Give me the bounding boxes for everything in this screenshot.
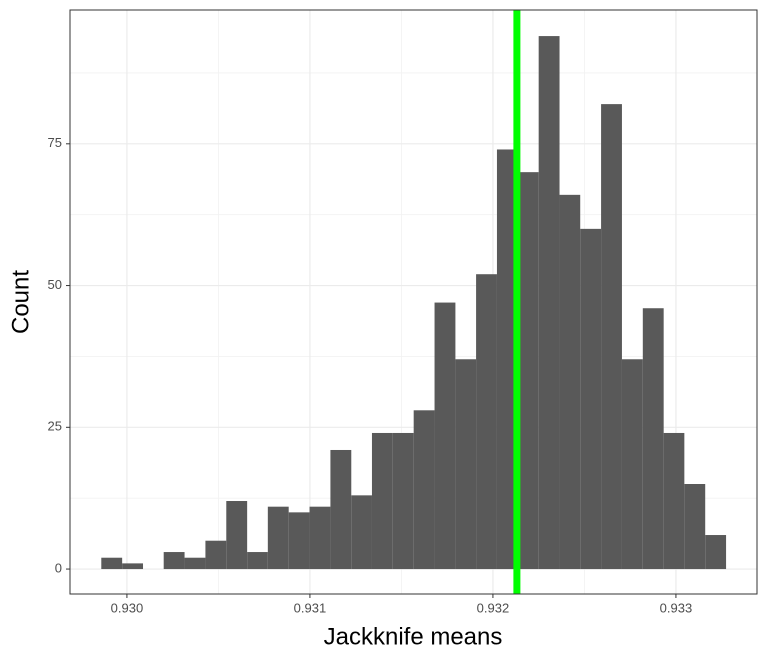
bar (580, 228, 602, 570)
bar (663, 432, 685, 570)
bar (101, 557, 123, 570)
bar (496, 149, 518, 570)
bar (247, 552, 268, 570)
y-tick-label: 75 (48, 135, 62, 150)
x-tick-label: 0.932 (477, 600, 510, 615)
x-axis-title: Jackknife means (324, 623, 503, 650)
bar (267, 506, 289, 570)
bar (351, 495, 372, 570)
x-tick-label: 0.933 (660, 600, 693, 615)
bars (101, 10, 727, 594)
bar (434, 302, 456, 570)
y-tick-label: 0 (55, 560, 62, 575)
bar (163, 552, 185, 570)
bar (413, 410, 435, 570)
bar (371, 432, 393, 570)
ticks: 0.930 0.931 0.932 0.933 0 25 50 75 (48, 135, 693, 615)
bar (538, 36, 560, 570)
bar (517, 172, 539, 570)
x-tick-label: 0.931 (294, 600, 327, 615)
x-tick-label: 0.930 (111, 600, 144, 615)
bar (122, 563, 144, 570)
bar (476, 274, 497, 570)
y-tick-label: 50 (48, 277, 62, 292)
bar (455, 359, 477, 570)
bar (392, 432, 414, 570)
bar (330, 449, 352, 570)
bar (184, 557, 206, 570)
panel-border (69, 9, 758, 595)
y-axis-title: Count (7, 270, 34, 334)
bar (684, 484, 706, 570)
bar (226, 501, 248, 570)
bar (205, 540, 227, 570)
y-tick-label: 25 (48, 419, 62, 434)
bar (705, 535, 727, 570)
bar (309, 506, 331, 570)
bar (559, 194, 581, 570)
bar (288, 512, 310, 570)
bar (642, 308, 664, 570)
bar (601, 104, 622, 570)
bar (621, 359, 643, 570)
